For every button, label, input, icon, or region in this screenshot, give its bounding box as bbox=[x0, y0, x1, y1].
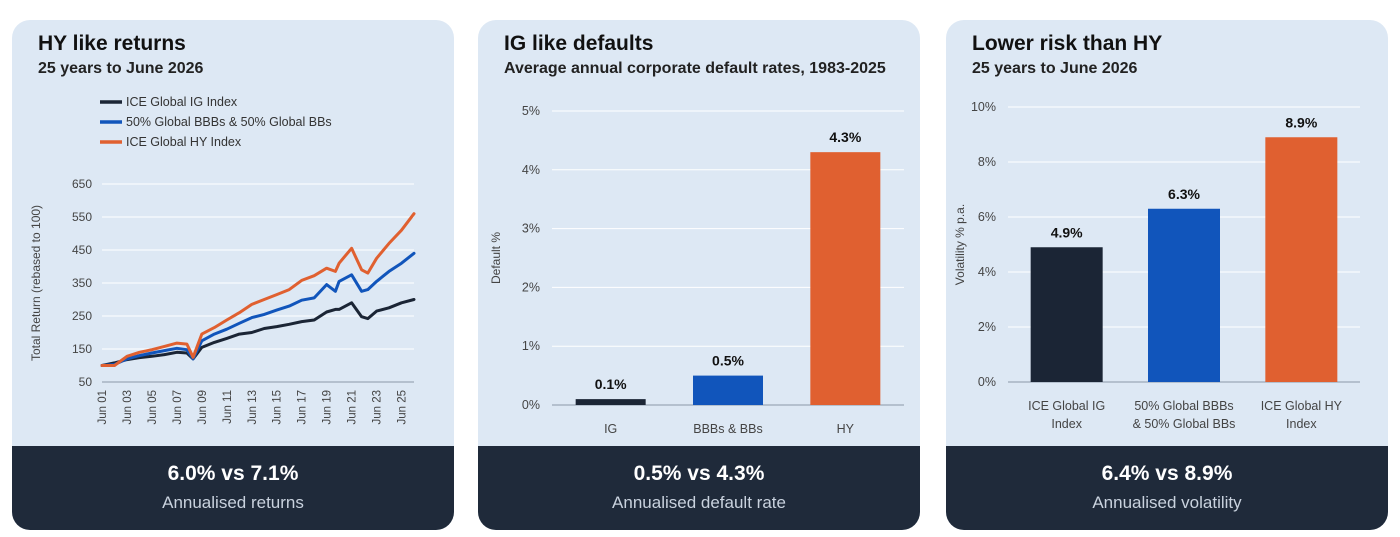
x-tick-label: Jun 25 bbox=[397, 390, 409, 425]
data-label: 6.3% bbox=[1168, 186, 1200, 202]
y-axis-label: Volatility % p.a. bbox=[953, 204, 967, 285]
footer-summary: 6.0% vs 7.1% Annualised returns bbox=[12, 446, 454, 530]
x-category-label: & 50% Global BBs bbox=[1133, 417, 1236, 431]
y-tick-label: 6% bbox=[978, 210, 996, 224]
x-tick-label: Jun 01 bbox=[97, 390, 109, 425]
y-axis-label: Default % bbox=[489, 232, 503, 284]
panel-subtitle: Average annual corporate default rates, … bbox=[504, 60, 886, 77]
x-category-label: ICE Global HY bbox=[1261, 399, 1343, 413]
footer-headline: 6.4% vs 8.9% bbox=[1101, 462, 1233, 485]
y-tick-label: 550 bbox=[72, 210, 92, 224]
footer-summary: 6.4% vs 8.9% Annualised volatility bbox=[946, 446, 1388, 530]
y-tick-label: 2% bbox=[978, 320, 996, 334]
y-tick-label: 650 bbox=[72, 177, 92, 191]
y-tick-label: 8% bbox=[978, 155, 996, 169]
bar bbox=[810, 152, 881, 405]
y-tick-label: 3% bbox=[522, 222, 540, 236]
defaults-panel: IG like defaults Average annual corporat… bbox=[478, 20, 920, 530]
returns-line-chart: 50 150 250 350 450 550 650 Jun 01 Jun 03 Jun 05 Ju… bbox=[29, 95, 416, 425]
legend-label: ICE Global IG Index bbox=[126, 95, 238, 109]
footer-caption: Annualised returns bbox=[162, 493, 304, 512]
series-line bbox=[100, 251, 416, 367]
bar bbox=[1030, 247, 1103, 382]
x-category-label: Index bbox=[1286, 417, 1317, 431]
volatility-bar-chart: 0% 2% 4% 6% 8% 10% Volatility % p.a. 4.9% ICE Gl… bbox=[953, 100, 1360, 431]
footer-caption: Annualised default rate bbox=[612, 493, 786, 512]
y-tick-label: 150 bbox=[72, 342, 92, 356]
footer-headline: 6.0% vs 7.1% bbox=[167, 462, 299, 485]
data-label: 4.9% bbox=[1051, 224, 1083, 240]
series-line bbox=[100, 298, 416, 367]
y-tick-label: 1% bbox=[522, 339, 540, 353]
x-tick-label: Jun 07 bbox=[172, 390, 184, 425]
x-tick-label: Jun 23 bbox=[372, 390, 384, 425]
legend-label: 50% Global BBBs & 50% Global BBs bbox=[126, 115, 332, 129]
volatility-panel: Lower risk than HY 25 years to June 2026… bbox=[946, 20, 1388, 530]
x-tick-label: Jun 11 bbox=[222, 390, 234, 424]
defaults-bar-chart: 0% 1% 2% 3% 4% 5% Default % 0.1% IG 0.5% BBBs & BB… bbox=[489, 104, 904, 436]
returns-panel: HY like returns 25 years to June 2026 50… bbox=[12, 20, 454, 530]
x-tick-label: Jun 21 bbox=[347, 390, 359, 425]
bar bbox=[693, 375, 763, 405]
x-tick-label: Jun 17 bbox=[297, 390, 309, 425]
x-category-label: 50% Global BBBs bbox=[1134, 399, 1233, 413]
y-tick-label: 0% bbox=[978, 375, 996, 389]
panel-subtitle: 25 years to June 2026 bbox=[38, 60, 204, 77]
y-tick-label: 0% bbox=[522, 398, 540, 412]
y-tick-label: 10% bbox=[971, 100, 996, 114]
y-axis-label: Total Return (rebased to 100) bbox=[29, 205, 43, 361]
x-tick-label: Jun 15 bbox=[272, 390, 284, 425]
x-tick-label: Jun 09 bbox=[197, 390, 209, 425]
x-tick-label: Jun 19 bbox=[322, 390, 334, 425]
legend-label: ICE Global HY Index bbox=[126, 135, 242, 149]
panel-title: HY like returns bbox=[38, 32, 186, 55]
bar bbox=[1148, 208, 1220, 382]
footer-summary: 0.5% vs 4.3% Annualised default rate bbox=[478, 446, 920, 530]
y-tick-label: 4% bbox=[978, 265, 996, 279]
y-tick-label: 50 bbox=[79, 375, 93, 389]
x-category-label: Index bbox=[1051, 417, 1082, 431]
bar bbox=[575, 399, 646, 405]
bar bbox=[1265, 137, 1338, 382]
x-category-label: BBBs & BBs bbox=[693, 422, 762, 436]
x-category-label: ICE Global IG bbox=[1028, 399, 1105, 413]
y-tick-label: 450 bbox=[72, 243, 92, 257]
x-tick-label: Jun 03 bbox=[122, 390, 134, 425]
y-tick-label: 350 bbox=[72, 276, 92, 290]
data-label: 8.9% bbox=[1285, 114, 1317, 130]
panel-title: Lower risk than HY bbox=[972, 32, 1163, 55]
series-line bbox=[100, 212, 416, 367]
x-tick-label: Jun 05 bbox=[147, 390, 159, 425]
x-category-label: HY bbox=[837, 422, 855, 436]
footer-caption: Annualised volatility bbox=[1092, 493, 1242, 512]
data-label: 0.1% bbox=[595, 376, 627, 392]
y-tick-label: 250 bbox=[72, 309, 92, 323]
x-category-label: IG bbox=[604, 422, 617, 436]
y-tick-label: 4% bbox=[522, 163, 540, 177]
footer-headline: 0.5% vs 4.3% bbox=[633, 462, 765, 485]
data-label: 0.5% bbox=[712, 353, 744, 369]
y-tick-label: 5% bbox=[522, 104, 540, 118]
panel-title: IG like defaults bbox=[504, 32, 654, 55]
x-tick-label: Jun 13 bbox=[247, 390, 259, 425]
data-label: 4.3% bbox=[829, 129, 861, 145]
y-tick-label: 2% bbox=[522, 280, 540, 294]
panel-subtitle: 25 years to June 2026 bbox=[972, 60, 1138, 77]
